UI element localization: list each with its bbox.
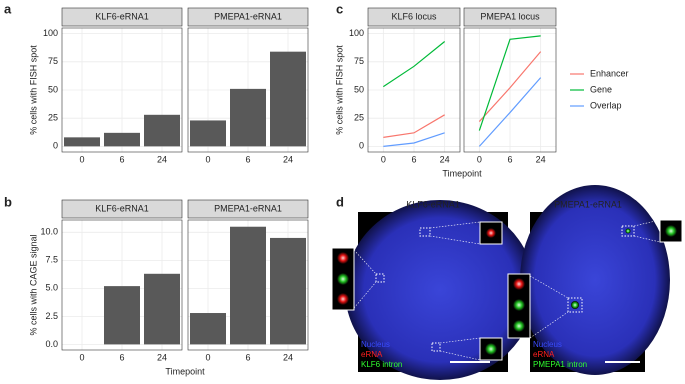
panel-border [187, 27, 309, 153]
bar [104, 286, 140, 345]
facet-title: PMEPA1 locus [480, 11, 540, 21]
microscopy [331, 185, 683, 380]
bar [144, 114, 180, 147]
panel-border [463, 27, 557, 153]
strip [61, 199, 183, 219]
x-tick-label: 0 [205, 352, 210, 362]
panel-label: d [336, 194, 344, 209]
legend-text: Nucleus [361, 340, 390, 349]
legend-text: eRNA [361, 350, 383, 359]
line [478, 77, 542, 147]
panel-label: c [336, 1, 343, 16]
line [383, 132, 445, 147]
facet-title: KLF6 locus [391, 11, 437, 21]
roi [375, 273, 385, 283]
strip [187, 7, 309, 27]
x-tick-label: 24 [283, 154, 293, 164]
facet-title: PMEPA1-eRNA1 [214, 203, 282, 213]
bar [190, 120, 226, 147]
y-tick-label: 0.0 [45, 339, 58, 349]
x-tick-label: 6 [507, 154, 512, 164]
line [383, 41, 446, 88]
facet-title: PMEPA1-eRNA1 [214, 11, 282, 21]
x-axis-label: Timepoint [165, 366, 205, 376]
line [478, 51, 542, 122]
x-tick-label: 24 [440, 154, 450, 164]
y-tick-label: 2.5 [45, 311, 58, 321]
panel-label: a [4, 1, 12, 16]
strip [367, 7, 461, 27]
y-tick-label: 25 [48, 113, 58, 123]
y-axis-label: % cells with FISH spot [28, 45, 38, 135]
panel-border [61, 219, 183, 351]
y-axis-label: % cells with FISH spot [334, 45, 344, 135]
strip [463, 7, 557, 27]
y-tick-label: 75 [354, 56, 364, 66]
x-tick-label: 6 [119, 154, 124, 164]
y-tick-label: 25 [354, 113, 364, 123]
legend-text: Nucleus [533, 340, 562, 349]
image-title: PMEPA1-eRNA1 [554, 199, 622, 209]
x-tick-label: 24 [536, 154, 546, 164]
y-tick-label: 0 [53, 141, 58, 151]
bar [270, 237, 306, 345]
x-tick-label: 6 [245, 352, 250, 362]
image-title: KLF6-eRNA1 [406, 199, 460, 209]
roi [431, 342, 441, 352]
y-tick-label: 0 [359, 141, 364, 151]
legend-label: Enhancer [590, 68, 629, 78]
x-tick-label: 0 [205, 154, 210, 164]
x-tick-label: 6 [411, 154, 416, 164]
y-tick-label: 100 [349, 28, 364, 38]
y-tick-label: 75 [48, 56, 58, 66]
x-axis-label: Timepoint [442, 168, 482, 178]
legend-text: KLF6 intron [361, 360, 402, 369]
y-tick-label: 5.0 [45, 283, 58, 293]
facet-title: KLF6-eRNA1 [95, 203, 149, 213]
y-tick-label: 50 [48, 84, 58, 94]
bar [270, 51, 306, 147]
bar [144, 273, 180, 345]
bar [230, 226, 266, 345]
x-tick-label: 0 [477, 154, 482, 164]
y-axis-label: % cells with CAGE signal [28, 234, 38, 335]
x-tick-label: 0 [79, 154, 84, 164]
line [478, 35, 541, 131]
strip [61, 7, 183, 27]
x-tick-label: 24 [157, 352, 167, 362]
y-tick-label: 7.5 [45, 255, 58, 265]
bar [230, 88, 266, 147]
x-tick-label: 24 [157, 154, 167, 164]
legend-text: PMEPA1 intron [533, 360, 587, 369]
y-tick-label: 50 [354, 84, 364, 94]
legend-label: Overlap [590, 100, 622, 110]
x-tick-label: 6 [119, 352, 124, 362]
panel-border [187, 219, 309, 351]
legend-text: eRNA [533, 350, 555, 359]
bar [64, 137, 100, 147]
line [383, 114, 445, 138]
bar [104, 132, 140, 147]
x-tick-label: 24 [283, 352, 293, 362]
y-tick-label: 100 [43, 28, 58, 38]
nucleus [345, 200, 535, 380]
panel-label: b [4, 194, 12, 209]
panel-border [61, 27, 183, 153]
x-tick-label: 0 [381, 154, 386, 164]
panel-border [367, 27, 461, 153]
bar [190, 313, 226, 345]
strip [187, 199, 309, 219]
x-tick-label: 6 [245, 154, 250, 164]
y-tick-label: 10.0 [40, 227, 58, 237]
nucleus [520, 185, 670, 375]
facet-title: KLF6-eRNA1 [95, 11, 149, 21]
legend-label: Gene [590, 84, 612, 94]
x-tick-label: 0 [79, 352, 84, 362]
